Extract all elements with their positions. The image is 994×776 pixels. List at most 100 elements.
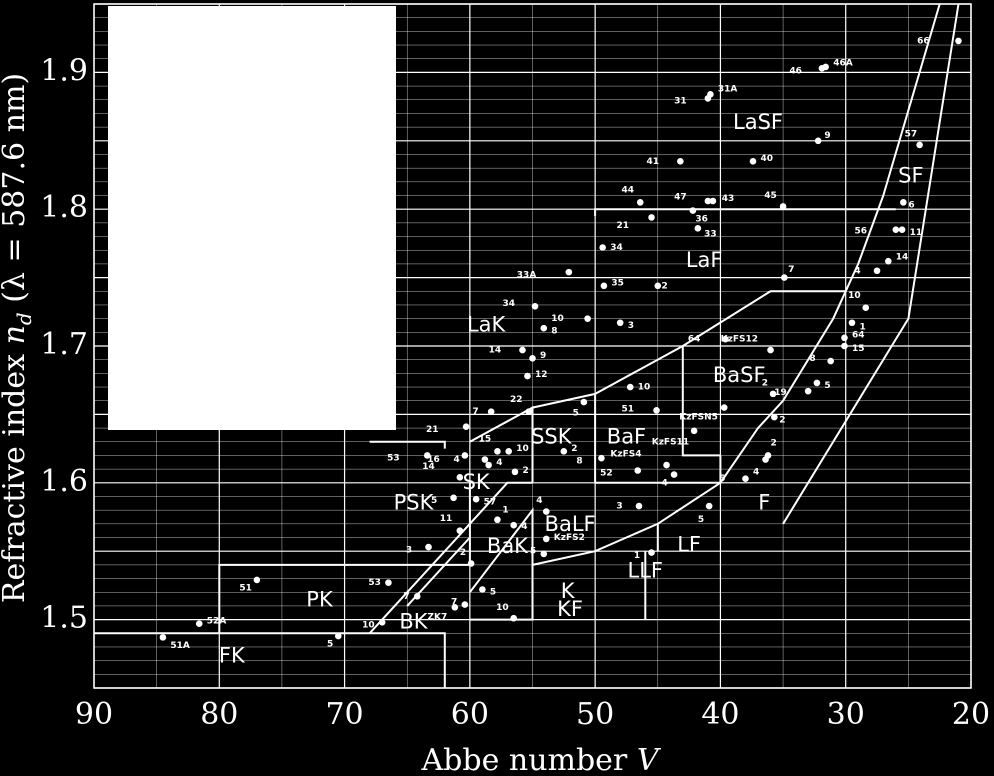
glass-point-label: 64 (852, 331, 865, 341)
glass-point-label: 3 (406, 545, 412, 555)
glass-point (781, 274, 788, 281)
glass-point-label: 8 (809, 354, 815, 364)
glass-point-label: 7 (472, 407, 478, 417)
glass-point (598, 454, 605, 462)
region-boundary (532, 481, 721, 566)
glass-point (524, 372, 531, 380)
glass-point (540, 550, 548, 558)
glass-point (841, 342, 848, 350)
glass-point (487, 408, 495, 415)
region-label-lak: LaK (467, 312, 507, 336)
glass-point-label: KzFSN5 (679, 413, 718, 423)
glass-point (584, 315, 591, 322)
glass-point (159, 634, 167, 641)
glass-point (385, 579, 392, 586)
glass-point (511, 468, 519, 476)
glass-point (690, 427, 698, 435)
x-tick-label: 90 (75, 697, 113, 732)
glass-point-label: 4 (454, 455, 460, 465)
glass-point (599, 244, 606, 251)
region-label-baf: BaF (607, 425, 646, 449)
glass-point (479, 586, 486, 593)
region-label-lasf: LaSF (733, 110, 783, 134)
glass-point (519, 346, 526, 354)
glass-point (481, 456, 489, 463)
glass-point (885, 257, 892, 265)
region-label-psk: PSK (394, 490, 435, 514)
x-tick-label: 60 (451, 697, 489, 732)
region-boundary (719, 3, 941, 484)
glass-point (413, 593, 421, 600)
glass-point-label: 6 (908, 201, 914, 211)
glass-point-label: 19 (774, 388, 787, 398)
glass-point-label: 5 (573, 409, 579, 419)
glass-point-label: 31 (674, 97, 687, 107)
glass-point (653, 406, 660, 414)
glass-point (767, 346, 774, 354)
glass-point-label: 8 (551, 326, 557, 336)
glass-point (841, 334, 848, 342)
glass-point-label: 46 (789, 67, 802, 77)
glass-point-label: 35 (611, 279, 624, 289)
glass-point (862, 304, 870, 311)
glass-point-label: 40 (761, 154, 774, 164)
glass-point (900, 199, 907, 206)
region-label-kf: KF (557, 597, 583, 621)
glass-point-label: 8 (576, 456, 582, 466)
x-tick-label: 40 (701, 697, 739, 732)
glass-point (955, 37, 962, 45)
glass-point (600, 282, 608, 290)
glass-point (461, 452, 469, 459)
glass-point (648, 214, 655, 221)
glass-point (827, 357, 834, 365)
glass-point-label: 2 (662, 281, 668, 291)
glass-point (485, 461, 492, 469)
glass-point (510, 521, 518, 529)
glass-point (670, 471, 678, 478)
glass-point (540, 324, 548, 332)
glass-point-label: 4 (521, 522, 527, 532)
glass-point (560, 448, 568, 455)
glass-point-label: 10 (496, 603, 509, 613)
glass-point-label: 57 (905, 129, 918, 139)
glass-point-label: 2 (779, 415, 785, 425)
glass-point (764, 452, 772, 459)
glass-point (505, 448, 512, 455)
glass-point (634, 467, 642, 474)
glass-point (626, 383, 634, 391)
glass-point-label: 52A (207, 616, 227, 626)
y-tick-label: 1.7 (40, 327, 88, 362)
glass-point (654, 282, 662, 290)
glass-point-label: 9 (824, 131, 830, 141)
region-boundary (94, 632, 446, 688)
y-tick-label: 1.8 (40, 190, 88, 225)
glass-point-label: KzFS4 (610, 450, 641, 460)
region-boundary (782, 3, 960, 525)
glass-point (705, 502, 713, 510)
glass-point-label: 5 (530, 547, 536, 557)
glass-point (472, 495, 480, 503)
glass-point-label: 52 (600, 469, 613, 479)
glass-point-label: 15 (479, 435, 492, 445)
glass-point-label: 53 (387, 454, 400, 464)
glass-point-label: 56 (854, 227, 867, 237)
glass-point-label: 2 (771, 439, 777, 449)
glass-point-label: 16 (427, 455, 440, 465)
glass-point (531, 303, 539, 310)
glass-point-label: 51 (239, 584, 252, 594)
glass-point-label: 2 (571, 444, 577, 454)
glass-point (456, 527, 464, 534)
glass-point (461, 601, 469, 608)
glass-point-label: 34 (610, 243, 623, 253)
glass-point-label: 44 (621, 186, 634, 196)
glass-point-label: 11 (910, 228, 923, 238)
glass-point-label: 21 (426, 425, 439, 435)
glass-point-label: 33A (517, 270, 537, 280)
region-label-bk: BK (399, 609, 428, 633)
glass-point-label: 53 (368, 578, 381, 588)
glass-point (635, 502, 643, 510)
glass-point (709, 197, 717, 205)
glass-point (648, 549, 655, 556)
